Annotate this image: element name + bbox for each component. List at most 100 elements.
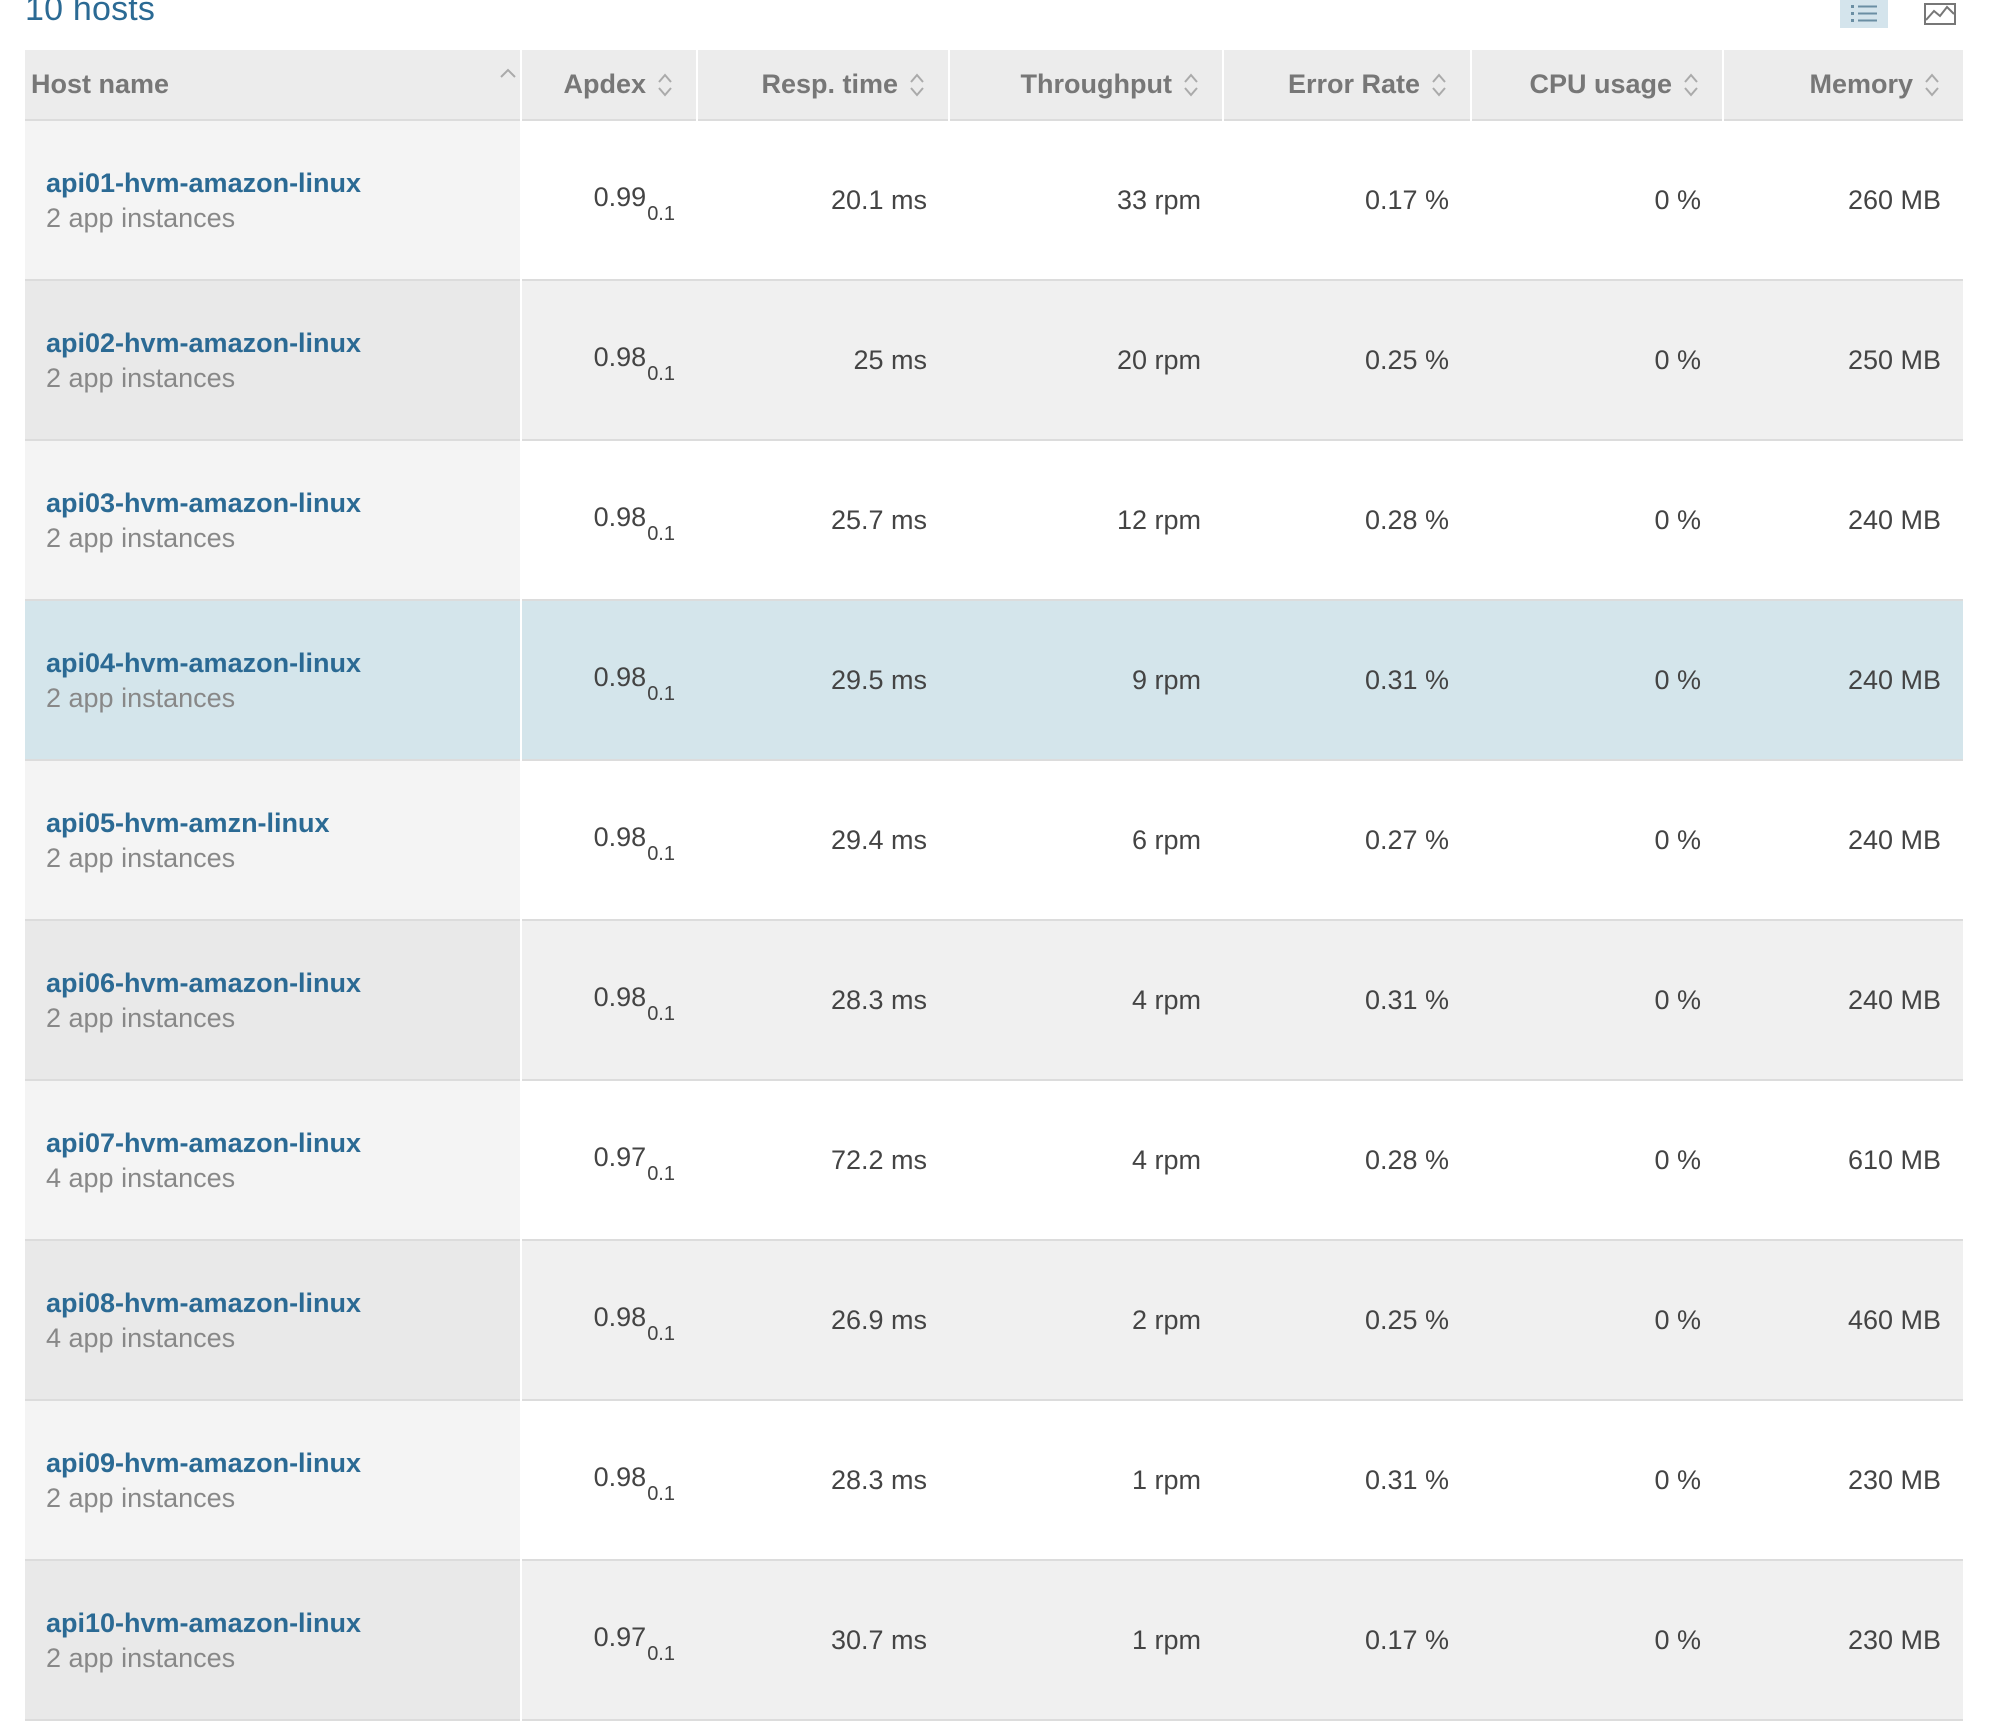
sort-icon — [1184, 72, 1198, 97]
sort-icon — [910, 72, 924, 97]
apdex-threshold: 0.1 — [647, 523, 675, 546]
memory-cell: 240 MB — [1723, 760, 1963, 920]
apdex-threshold: 0.1 — [647, 1643, 675, 1666]
host-name-link[interactable]: api08-hvm-amazon-linux — [46, 1288, 362, 1318]
sort-icon — [1684, 72, 1698, 97]
table-row[interactable]: api06-hvm-amazon-linux 2 app instances 0… — [25, 920, 1963, 1080]
apdex-threshold: 0.1 — [647, 1483, 675, 1506]
host-cell: api01-hvm-amazon-linux 2 app instances — [25, 120, 522, 280]
table-row[interactable]: api03-hvm-amazon-linux 2 app instances 0… — [25, 440, 1963, 600]
throughput-cell: 20 rpm — [949, 280, 1223, 440]
cpu-usage-cell: 0 % — [1471, 760, 1723, 920]
cpu-usage-cell: 0 % — [1471, 280, 1723, 440]
column-header-host[interactable]: Host name — [25, 50, 522, 120]
host-name-link[interactable]: api09-hvm-amazon-linux — [46, 1448, 362, 1478]
apdex-cell: 0.980.1 — [521, 920, 697, 1080]
column-header-label: Apdex — [563, 69, 646, 99]
hosts-table: Host name Apdex Resp. time Throughput Er… — [25, 50, 1963, 1721]
apdex-cell: 0.990.1 — [521, 120, 697, 280]
sort-icon — [658, 72, 672, 97]
apdex-threshold: 0.1 — [647, 203, 675, 226]
resp-time-cell: 20.1 ms — [697, 120, 949, 280]
resp-time-cell: 29.5 ms — [697, 600, 949, 760]
apdex-score: 0.99 — [593, 181, 647, 212]
throughput-cell: 4 rpm — [949, 1080, 1223, 1240]
list-icon — [1851, 5, 1877, 22]
host-cell: api03-hvm-amazon-linux 2 app instances — [25, 440, 522, 600]
throughput-cell: 1 rpm — [949, 1400, 1223, 1560]
apdex-threshold: 0.1 — [647, 1163, 675, 1186]
apdex-cell: 0.980.1 — [521, 760, 697, 920]
hosts-count-title: 10 hosts — [25, 0, 156, 28]
apdex-score: 0.98 — [593, 341, 647, 372]
table-row[interactable]: api01-hvm-amazon-linux 2 app instances 0… — [25, 120, 1963, 280]
throughput-cell: 9 rpm — [949, 600, 1223, 760]
host-name-link[interactable]: api05-hvm-amzn-linux — [46, 808, 330, 838]
apdex-cell: 0.980.1 — [521, 1400, 697, 1560]
error-rate-cell: 0.28 % — [1223, 440, 1471, 600]
apdex-score: 0.98 — [593, 1301, 647, 1332]
host-name-link[interactable]: api10-hvm-amazon-linux — [46, 1608, 362, 1638]
resp-time-cell: 72.2 ms — [697, 1080, 949, 1240]
host-cell: api09-hvm-amazon-linux 2 app instances — [25, 1400, 522, 1560]
column-header-label: CPU usage — [1529, 69, 1672, 99]
column-header-label: Memory — [1809, 69, 1913, 99]
table-header-row: Host name Apdex Resp. time Throughput Er… — [25, 50, 1963, 120]
cpu-usage-cell: 0 % — [1471, 1400, 1723, 1560]
host-name-link[interactable]: api02-hvm-amazon-linux — [46, 328, 362, 358]
resp-time-cell: 30.7 ms — [697, 1560, 949, 1720]
error-rate-cell: 0.17 % — [1223, 1560, 1471, 1720]
chart-view-button[interactable] — [1916, 0, 1964, 28]
app-instances-count: 2 app instances — [46, 363, 236, 393]
column-header-apdex[interactable]: Apdex — [521, 50, 698, 120]
memory-cell: 460 MB — [1723, 1240, 1963, 1400]
apdex-threshold: 0.1 — [647, 1003, 675, 1026]
table-row[interactable]: api10-hvm-amazon-linux 2 app instances 0… — [25, 1560, 1963, 1720]
app-instances-count: 4 app instances — [46, 1163, 236, 1193]
host-name-link[interactable]: api01-hvm-amazon-linux — [46, 168, 362, 198]
error-rate-cell: 0.25 % — [1223, 1240, 1471, 1400]
apdex-cell: 0.980.1 — [521, 1240, 697, 1400]
column-header-memory[interactable]: Memory — [1723, 50, 1963, 120]
error-rate-cell: 0.31 % — [1223, 920, 1471, 1080]
resp-time-cell: 29.4 ms — [697, 760, 949, 920]
apdex-cell: 0.980.1 — [521, 280, 697, 440]
table-row[interactable]: api02-hvm-amazon-linux 2 app instances 0… — [25, 280, 1963, 440]
list-view-button[interactable] — [1840, 0, 1888, 28]
throughput-cell: 6 rpm — [949, 760, 1223, 920]
host-cell: api10-hvm-amazon-linux 2 app instances — [25, 1560, 522, 1720]
cpu-usage-cell: 0 % — [1471, 120, 1723, 280]
table-row[interactable]: api07-hvm-amazon-linux 4 app instances 0… — [25, 1080, 1963, 1240]
cpu-usage-cell: 0 % — [1471, 1560, 1723, 1720]
sort-icon — [1432, 72, 1446, 97]
apdex-threshold: 0.1 — [647, 363, 675, 386]
throughput-cell: 1 rpm — [949, 1560, 1223, 1720]
column-header-label: Host name — [31, 69, 170, 99]
memory-cell: 250 MB — [1723, 280, 1963, 440]
apdex-cell: 0.980.1 — [521, 600, 697, 760]
table-row[interactable]: api09-hvm-amazon-linux 2 app instances 0… — [25, 1400, 1963, 1560]
host-name-link[interactable]: api06-hvm-amazon-linux — [46, 968, 362, 998]
host-cell: api07-hvm-amazon-linux 4 app instances — [25, 1080, 522, 1240]
throughput-cell: 33 rpm — [949, 120, 1223, 280]
host-cell: api04-hvm-amazon-linux 2 app instances — [25, 600, 522, 760]
table-row[interactable]: api08-hvm-amazon-linux 4 app instances 0… — [25, 1240, 1963, 1400]
column-header-error-rate[interactable]: Error Rate — [1223, 50, 1472, 120]
host-name-link[interactable]: api07-hvm-amazon-linux — [46, 1128, 362, 1158]
error-rate-cell: 0.25 % — [1223, 280, 1471, 440]
cpu-usage-cell: 0 % — [1471, 1080, 1723, 1240]
error-rate-cell: 0.28 % — [1223, 1080, 1471, 1240]
throughput-cell: 12 rpm — [949, 440, 1223, 600]
error-rate-cell: 0.27 % — [1223, 760, 1471, 920]
column-header-throughput[interactable]: Throughput — [949, 50, 1224, 120]
host-name-link[interactable]: api03-hvm-amazon-linux — [46, 488, 362, 518]
throughput-cell: 2 rpm — [949, 1240, 1223, 1400]
memory-cell: 230 MB — [1723, 1560, 1963, 1720]
table-row[interactable]: api05-hvm-amzn-linux 2 app instances 0.9… — [25, 760, 1963, 920]
column-header-resp-time[interactable]: Resp. time — [697, 50, 950, 120]
resp-time-cell: 28.3 ms — [697, 1400, 949, 1560]
table-row-selected[interactable]: api04-hvm-amazon-linux 2 app instances 0… — [25, 600, 1963, 760]
column-header-cpu-usage[interactable]: CPU usage — [1471, 50, 1724, 120]
apdex-score: 0.98 — [593, 821, 647, 852]
host-name-link[interactable]: api04-hvm-amazon-linux — [46, 648, 362, 678]
